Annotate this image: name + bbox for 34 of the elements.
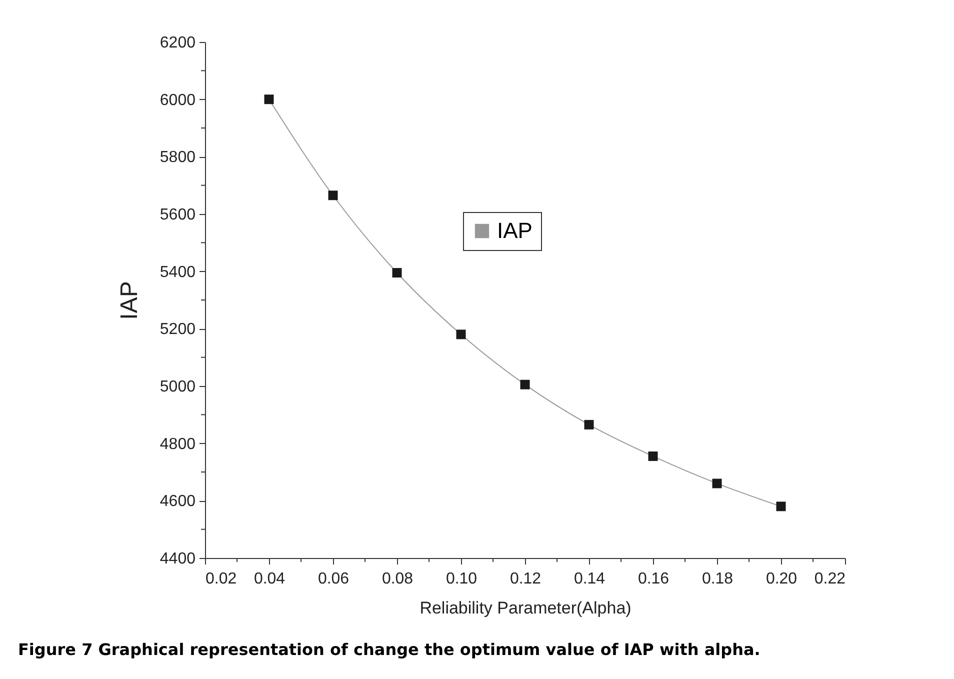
point [392,268,402,278]
x-axis-title: Reliability Parameter(Alpha) [420,598,632,618]
x-tick-label: 0.10 [446,570,478,588]
x-tick-label: 0.22 [814,570,846,588]
y-tick-label: 5800 [160,149,196,166]
y-tick-label: 5200 [160,321,196,338]
y-tick-label: 5000 [160,378,196,396]
caption: Figure 7 Graphical representation of change the optimum value of IAP with alpha. [18,640,760,659]
point [456,330,466,340]
point [584,420,594,430]
point [648,451,658,461]
y-tick-label: 5400 [160,264,196,281]
x-tick-label: 0.02 [206,570,237,588]
y-tick-label: 6200 [160,34,196,52]
legend-label: IAP [497,218,532,243]
x-tick-label: 0.20 [766,570,798,588]
x-tick-label: 0.08 [382,570,414,588]
y-tick-label: 4600 [160,493,196,510]
point [520,380,530,390]
point [712,478,722,488]
y-tick-label: 4400 [160,550,196,568]
point [264,94,274,104]
x-tick-label: 0.18 [702,570,734,588]
x-tick-label: 0.04 [254,570,286,588]
y-axis-title: IAP [116,281,143,320]
x-tick-label: 0.14 [574,570,606,588]
y-tick-label: 5600 [160,206,196,224]
y-tick-label: 6000 [160,92,196,109]
point [328,190,338,200]
x-tick-label: 0.06 [318,570,350,588]
point [776,502,786,512]
y-tick-label: 4800 [160,436,196,453]
x-tick-label: 0.12 [510,570,542,588]
x-tick-label: 0.16 [638,570,670,588]
